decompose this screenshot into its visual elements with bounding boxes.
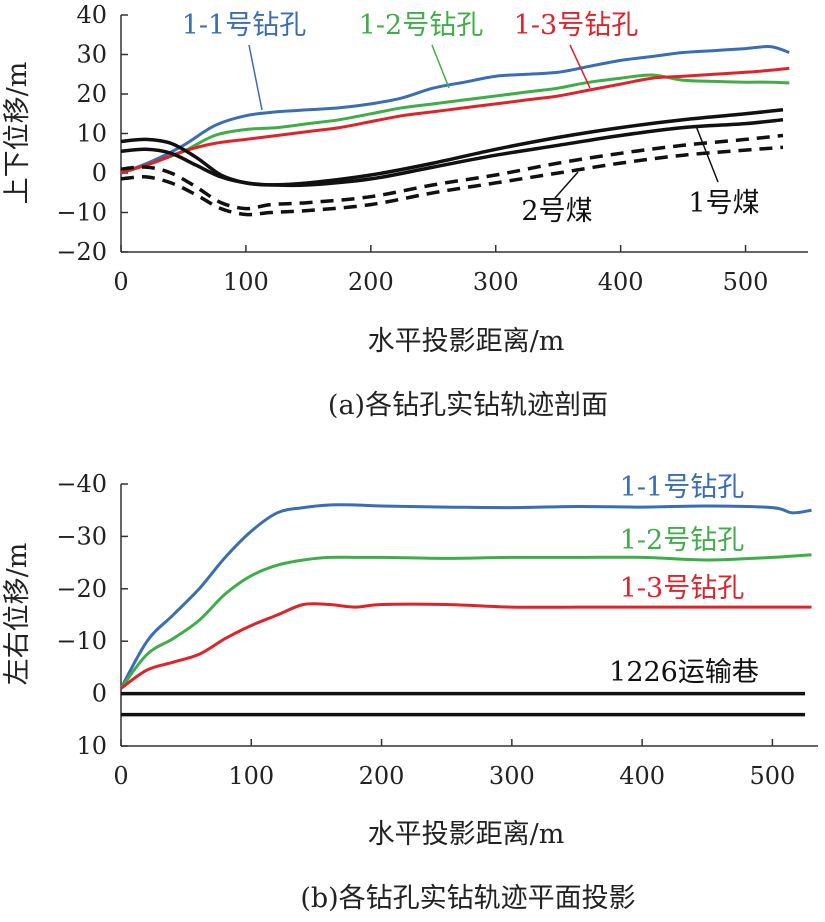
panel-a-leader-line (554, 171, 579, 199)
panel-a-y-tick-label: 30 (76, 41, 107, 69)
panel-b-x-tick-label: 0 (113, 762, 128, 790)
panel-a-y-tick-label: 0 (92, 159, 107, 187)
panel-b-x-tick-label: 500 (749, 762, 795, 790)
panel-a-series-label: 2号煤 (521, 196, 592, 227)
panel-b-series-line-0 (119, 503, 812, 690)
panel-a-y-tick-label: 10 (76, 120, 107, 148)
panel-a-series-label: 1-3号钻孔 (514, 10, 638, 41)
panel-a-series-label: 1-2号钻孔 (359, 10, 483, 41)
panel-a-x-axis-title: 水平投影距离/m (368, 326, 565, 357)
panel-a-series-line-0 (120, 44, 790, 175)
panel-b-caption: (b)各钻孔实钻轨迹平面投影 (300, 883, 635, 914)
panel-a-series-line-1 (120, 73, 790, 175)
panel-b-y-tick-label: −20 (56, 575, 107, 603)
panel-b-series-label: 1-2号钻孔 (620, 525, 744, 556)
panel-a-x-tick-label: 100 (223, 268, 269, 296)
panel-b-x-tick-label: 200 (359, 762, 405, 790)
panel-a-series-line-5 (120, 133, 784, 211)
panel-a-x-tick-label: 0 (113, 268, 128, 296)
panel-a-y-tick-label: 40 (76, 1, 107, 29)
panel-a-y-axis-title: 上下位移/m (2, 62, 33, 205)
panel-a-leader-line (569, 44, 591, 89)
panel-a-y-tick-label: 20 (76, 80, 107, 108)
panel-a-leader-line (431, 44, 450, 89)
panel-a-series-label: 1-1号钻孔 (182, 10, 306, 41)
panel-b-y-axis-title: 左右位移/m (2, 543, 33, 686)
panel-b-y-tick-label: −10 (56, 627, 107, 655)
panel-b-series-line-2 (120, 602, 812, 690)
panel-a-leader-line (248, 44, 263, 111)
panel-b-x-tick-label: 100 (228, 762, 274, 790)
panel-a-series-line-4 (120, 117, 784, 188)
panel-b-x-tick-label: 400 (619, 762, 665, 790)
panel-b-y-tick-label: 0 (92, 680, 107, 708)
panel-a-x-tick-label: 400 (598, 268, 644, 296)
panel-a-x-tick-label: 200 (348, 268, 394, 296)
panel-a-x-tick-label: 500 (723, 268, 769, 296)
panel-b-series-label: 1226运输巷 (609, 657, 759, 688)
panel-a-y-tick-label: −10 (56, 199, 107, 227)
panel-a-leader-line (695, 125, 719, 183)
panel-b-y-tick-label: −30 (56, 522, 107, 550)
panel-b-x-tick-label: 300 (489, 762, 535, 790)
panel-a-series-line-6 (120, 145, 784, 217)
panel-b-series-label: 1-3号钻孔 (620, 573, 744, 604)
panel-a-x-tick-label: 300 (473, 268, 519, 296)
panel-a-series-line-2 (120, 66, 790, 175)
panel-b-x-axis-title: 水平投影距离/m (368, 819, 565, 850)
panel-b-y-tick-label: −40 (56, 470, 107, 498)
panel-b-series-label: 1-1号钻孔 (620, 472, 744, 503)
panel-b-series-line-1 (119, 553, 812, 690)
panel-b-y-tick-label: 10 (76, 732, 107, 760)
panel-a-series-line-3 (120, 108, 784, 187)
panel-a-y-tick-label: −20 (56, 238, 107, 266)
panel-a-series-label: 1号煤 (688, 188, 759, 219)
panel-a-caption: (a)各钻孔实钻轨迹剖面 (328, 390, 608, 421)
